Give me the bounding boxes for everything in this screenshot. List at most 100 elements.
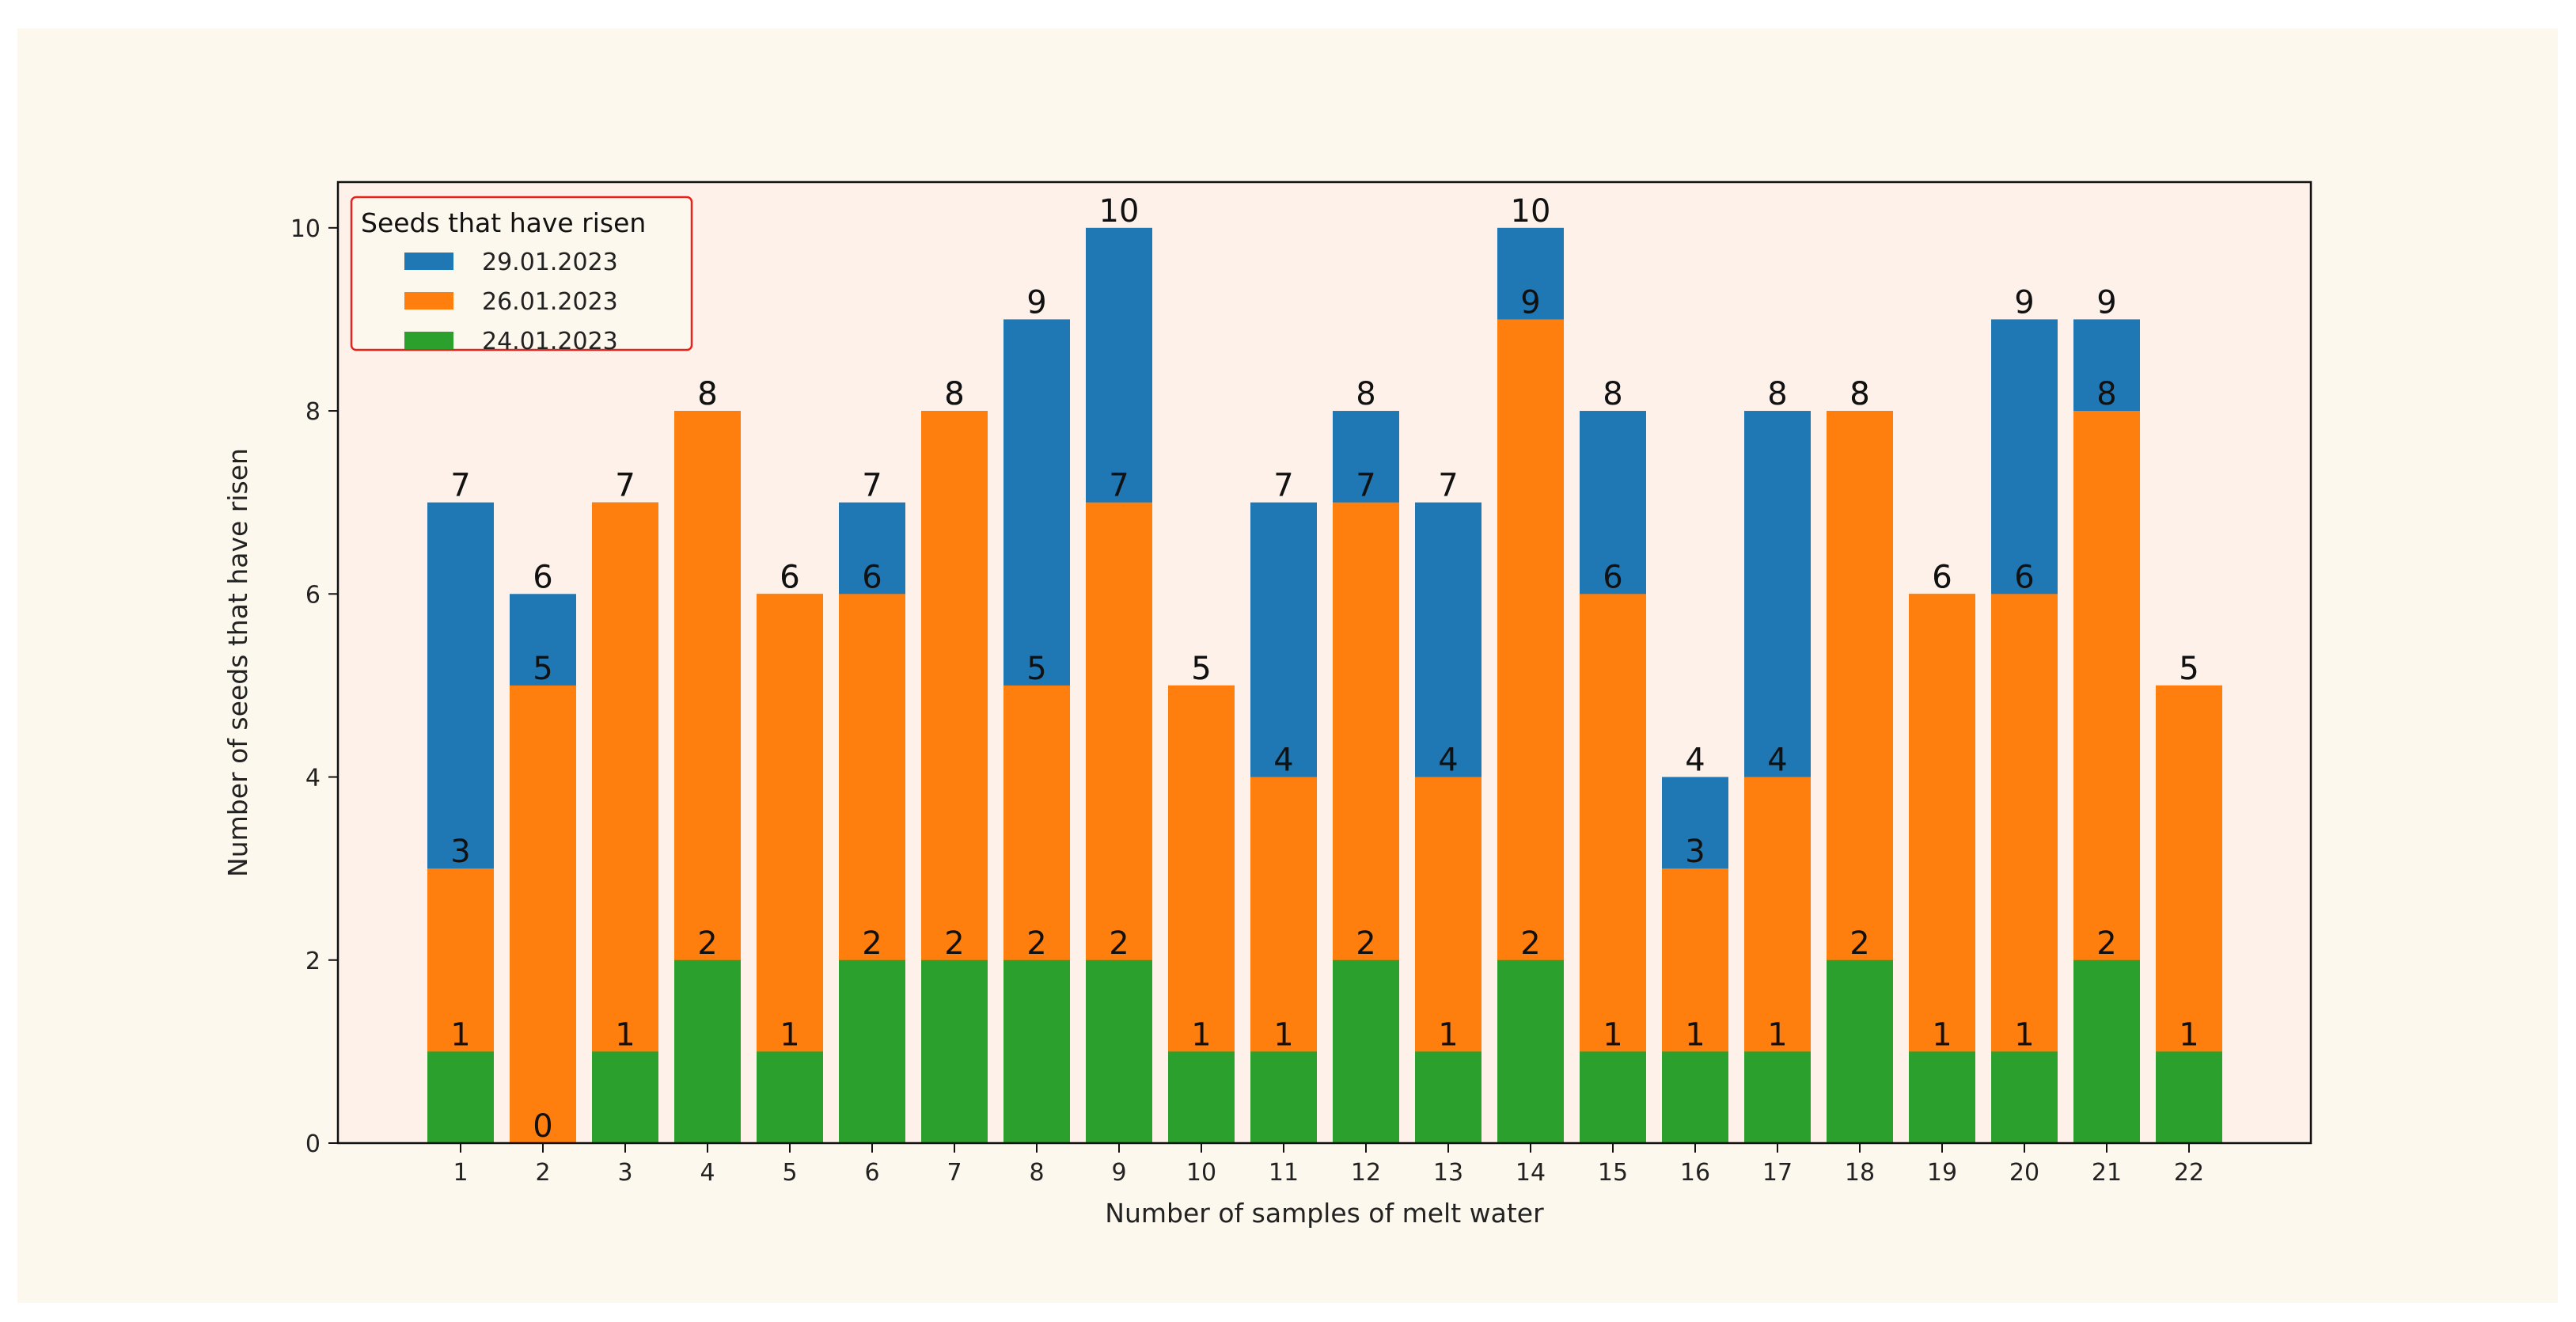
y-tick-label-8: 8 (305, 398, 321, 426)
bar-24.01.2023-sample-5 (757, 1051, 823, 1143)
data-label-26.01.2023-sample-15: 6 (1603, 559, 1622, 595)
data-label-26.01.2023-sample-19: 6 (1932, 559, 1952, 595)
data-label-29.01.2023-sample-10: 5 (1191, 651, 1211, 687)
x-tick-label-10: 10 (1186, 1159, 1216, 1187)
bar-24.01.2023-sample-8 (1003, 959, 1070, 1143)
x-tick-label-19: 19 (1927, 1159, 1957, 1187)
data-label-29.01.2023-sample-16: 4 (1685, 743, 1705, 779)
data-label-29.01.2023-sample-19: 6 (1932, 559, 1952, 595)
data-label-26.01.2023-sample-22: 5 (2179, 651, 2199, 687)
legend-title: Seeds that have risen (361, 207, 646, 238)
bar-24.01.2023-sample-3 (592, 1051, 658, 1143)
legend-label-26.01.2023: 26.01.2023 (482, 288, 618, 316)
x-tick-label-18: 18 (1845, 1159, 1875, 1187)
x-tick-label-1: 1 (453, 1159, 468, 1187)
bar-24.01.2023-sample-14 (1497, 959, 1564, 1143)
data-label-26.01.2023-sample-11: 4 (1273, 743, 1293, 779)
data-label-26.01.2023-sample-17: 4 (1767, 743, 1787, 779)
data-label-29.01.2023-sample-9: 10 (1099, 193, 1140, 230)
x-tick-label-14: 14 (1516, 1159, 1546, 1187)
data-label-24.01.2023-sample-9: 2 (1109, 925, 1129, 962)
x-tick-label-15: 15 (1598, 1159, 1628, 1187)
y-tick-label-6: 6 (305, 581, 321, 609)
data-label-24.01.2023-sample-8: 2 (1026, 925, 1046, 962)
bar-24.01.2023-sample-4 (674, 959, 741, 1143)
data-label-29.01.2023-sample-18: 8 (1849, 376, 1869, 412)
data-label-26.01.2023-sample-14: 9 (1520, 284, 1540, 321)
x-tick-label-6: 6 (864, 1159, 879, 1187)
legend-label-24.01.2023: 24.01.2023 (482, 328, 618, 355)
data-label-29.01.2023-sample-5: 6 (780, 559, 799, 595)
data-label-26.01.2023-sample-3: 7 (615, 468, 635, 504)
x-tick-label-20: 20 (2009, 1159, 2039, 1187)
data-label-26.01.2023-sample-9: 7 (1109, 468, 1129, 504)
data-label-29.01.2023-sample-14: 10 (1511, 193, 1551, 230)
bar-24.01.2023-sample-21 (2073, 959, 2140, 1143)
data-label-26.01.2023-sample-8: 5 (1026, 651, 1046, 687)
bar-24.01.2023-sample-20 (1991, 1051, 2058, 1143)
data-label-29.01.2023-sample-21: 9 (2096, 284, 2116, 321)
data-label-29.01.2023-sample-6: 7 (862, 468, 882, 504)
data-label-26.01.2023-sample-21: 8 (2096, 376, 2116, 412)
data-label-24.01.2023-sample-14: 2 (1520, 925, 1540, 962)
data-label-24.01.2023-sample-10: 1 (1191, 1016, 1211, 1053)
data-label-24.01.2023-sample-18: 2 (1849, 925, 1869, 962)
data-label-26.01.2023-sample-10: 5 (1191, 651, 1211, 687)
data-label-29.01.2023-sample-13: 7 (1438, 468, 1458, 504)
bar-24.01.2023-sample-10 (1168, 1051, 1235, 1143)
bar-24.01.2023-sample-19 (1909, 1051, 1975, 1143)
data-label-24.01.2023-sample-5: 1 (780, 1016, 799, 1053)
data-label-24.01.2023-sample-1: 1 (450, 1016, 470, 1053)
x-tick-label-17: 17 (1762, 1159, 1793, 1187)
x-tick-label-21: 21 (2092, 1159, 2122, 1187)
bar-24.01.2023-sample-12 (1333, 959, 1399, 1143)
data-label-26.01.2023-sample-2: 5 (533, 651, 552, 687)
legend-label-29.01.2023: 29.01.2023 (482, 249, 618, 276)
bar-24.01.2023-sample-22 (2156, 1051, 2222, 1143)
data-label-24.01.2023-sample-15: 1 (1603, 1016, 1622, 1053)
y-tick-label-4: 4 (305, 765, 321, 792)
data-label-29.01.2023-sample-15: 8 (1603, 376, 1622, 412)
legend-swatch-24.01.2023 (404, 332, 453, 349)
data-label-24.01.2023-sample-7: 2 (944, 925, 964, 962)
y-tick-label-0: 0 (305, 1130, 321, 1158)
data-label-24.01.2023-sample-11: 1 (1273, 1016, 1293, 1053)
data-label-24.01.2023-sample-17: 1 (1767, 1016, 1787, 1053)
bar-24.01.2023-sample-18 (1827, 959, 1893, 1143)
data-label-26.01.2023-sample-7: 8 (944, 376, 964, 412)
bars-group (427, 227, 2222, 1143)
bar-24.01.2023-sample-7 (921, 959, 988, 1143)
bar-24.01.2023-sample-11 (1250, 1051, 1317, 1143)
data-label-29.01.2023-sample-4: 8 (697, 376, 717, 412)
data-label-29.01.2023-sample-20: 9 (2014, 284, 2034, 321)
bar-26.01.2023-sample-3 (592, 502, 658, 1143)
bar-24.01.2023-sample-16 (1662, 1051, 1728, 1143)
data-label-29.01.2023-sample-1: 7 (450, 468, 470, 504)
data-label-24.01.2023-sample-3: 1 (615, 1016, 635, 1053)
y-axis-label: Number of seeds that have risen (222, 448, 253, 877)
data-label-26.01.2023-sample-5: 6 (780, 559, 799, 595)
data-label-24.01.2023-sample-20: 1 (2014, 1016, 2034, 1053)
x-tick-label-7: 7 (947, 1159, 962, 1187)
x-tick-label-5: 5 (782, 1159, 797, 1187)
data-label-24.01.2023-sample-22: 1 (2179, 1016, 2199, 1053)
bar-24.01.2023-sample-9 (1086, 959, 1152, 1143)
bar-26.01.2023-sample-2 (510, 685, 576, 1143)
y-tick-label-10: 10 (290, 215, 321, 243)
x-tick-label-12: 12 (1351, 1159, 1381, 1187)
legend: Seeds that have risen 29.01.2023 26.01.20… (350, 196, 693, 355)
data-label-26.01.2023-sample-4: 8 (697, 376, 717, 412)
data-label-24.01.2023-sample-13: 1 (1438, 1016, 1458, 1053)
data-label-26.01.2023-sample-16: 3 (1685, 834, 1705, 870)
x-tick-label-2: 2 (535, 1159, 550, 1187)
y-axis: 0 2 4 6 8 10 (290, 215, 338, 1158)
data-label-24.01.2023-sample-12: 2 (1356, 925, 1375, 962)
x-axis-label: Number of samples of melt water (1105, 1198, 1544, 1229)
data-label-29.01.2023-sample-17: 8 (1767, 376, 1787, 412)
legend-swatch-29.01.2023 (404, 253, 453, 270)
bar-24.01.2023-sample-17 (1744, 1051, 1811, 1143)
x-tick-label-3: 3 (617, 1159, 632, 1187)
